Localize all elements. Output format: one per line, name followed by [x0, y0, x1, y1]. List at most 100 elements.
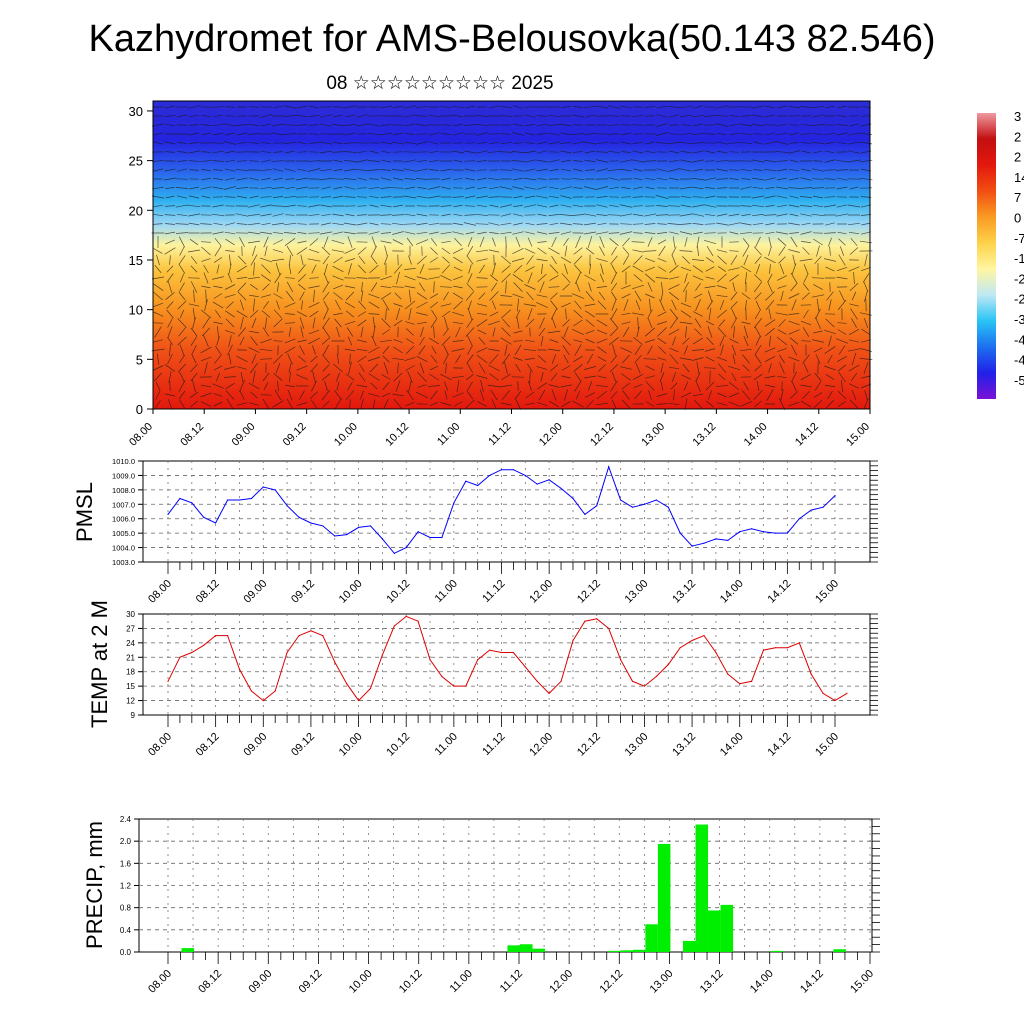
- y-tick-label: 5: [136, 352, 143, 367]
- data-point: [488, 474, 491, 477]
- colorbar-label: 3: [1014, 109, 1021, 124]
- data-point: [631, 506, 634, 508]
- data-point: [191, 651, 193, 654]
- data-point: [179, 497, 181, 500]
- data-point: [620, 499, 622, 501]
- x-tick-label: 15.00: [848, 968, 876, 996]
- data-point: [608, 466, 610, 468]
- data-point: [512, 469, 515, 471]
- data-point: [405, 546, 407, 549]
- plot-frame: [142, 613, 871, 716]
- data-point: [322, 635, 324, 637]
- y-tick-label: 30: [126, 610, 135, 619]
- colorbar-label: -3: [1014, 312, 1024, 327]
- colorbar-label: -2: [1014, 271, 1024, 286]
- colorbar-label: -4: [1014, 332, 1024, 347]
- y-tick-label: 0.0: [120, 948, 132, 957]
- data-point: [679, 647, 681, 649]
- data-point: [584, 513, 586, 515]
- plot-frame: [142, 460, 871, 563]
- x-tick-label: 10.00: [347, 968, 375, 996]
- data-point: [655, 675, 657, 678]
- y-tick-label: 2.0: [120, 837, 132, 846]
- colorbar-label: -5: [1014, 373, 1024, 388]
- y-tick-label: 10: [129, 303, 143, 318]
- data-point: [727, 673, 729, 675]
- data-point: [298, 516, 300, 518]
- data-point: [250, 690, 252, 692]
- data-point: [691, 639, 693, 642]
- y-tick-label: 0: [136, 402, 143, 417]
- x-tick-label: 14.12: [798, 968, 826, 996]
- data-point: [488, 649, 491, 651]
- data-point: [548, 479, 550, 481]
- colorbar-label: -1: [1014, 251, 1024, 266]
- colorbar: 3 2 2 14 7 0 -7 -1 -2 -2 -3 -4 -4 -5: [977, 109, 1024, 399]
- data-point: [548, 692, 550, 694]
- data-point: [238, 668, 241, 670]
- y-tick-label: 2.4: [120, 815, 132, 824]
- data-point: [429, 536, 431, 539]
- data-point: [584, 620, 586, 622]
- data-point: [751, 528, 753, 530]
- colorbar-label: 0: [1014, 211, 1021, 226]
- data-point: [810, 509, 812, 511]
- data-point: [596, 618, 598, 620]
- y-tick-label: 9: [131, 711, 136, 720]
- y-axis-title: PMSL: [72, 482, 97, 542]
- data-point: [346, 683, 348, 685]
- data-point: [739, 531, 741, 533]
- y-tick-label: 1003.0: [112, 558, 135, 567]
- data-point: [846, 692, 848, 694]
- data-point: [465, 685, 467, 687]
- colorbar-label: -7: [1014, 231, 1024, 246]
- data-point: [572, 639, 574, 642]
- data-point: [751, 680, 753, 682]
- data-point: [393, 552, 395, 554]
- precip-bar: [181, 948, 195, 952]
- data-point: [643, 685, 646, 687]
- data-point: [203, 644, 205, 646]
- colorbar-label: -4: [1014, 353, 1024, 368]
- data-point: [357, 699, 360, 702]
- y-tick-label: 18: [126, 668, 135, 677]
- x-tick-label: 14.00: [748, 968, 776, 996]
- data-point: [703, 635, 705, 637]
- data-point: [560, 487, 562, 490]
- precip-bar: [770, 950, 784, 952]
- y-axis-title: PRECIP, mm: [82, 821, 107, 949]
- data-point: [179, 656, 181, 658]
- data-point: [477, 484, 479, 487]
- x-tick-label: 13.12: [698, 968, 726, 996]
- data-point: [655, 499, 657, 501]
- y-tick-label: 0.4: [120, 926, 132, 935]
- data-point: [238, 499, 241, 501]
- data-point: [191, 502, 193, 504]
- data-point: [429, 659, 431, 661]
- data-point: [560, 680, 562, 682]
- x-tick-label: 09.00: [246, 968, 274, 996]
- x-tick-label: 11.00: [448, 968, 475, 995]
- wind-vectors: [151, 105, 873, 411]
- data-point: [667, 663, 669, 666]
- data-point: [369, 687, 372, 690]
- data-point: [691, 545, 693, 547]
- data-point: [310, 630, 312, 632]
- data-point: [215, 522, 217, 524]
- y-axis-title: TEMP at 2 M: [87, 600, 112, 728]
- data-point: [405, 615, 407, 618]
- data-point: [441, 536, 443, 539]
- data-point: [286, 651, 288, 654]
- x-tick-label: 09.12: [297, 968, 325, 996]
- x-tick-label: 08.12: [196, 968, 224, 996]
- data-point: [322, 525, 324, 527]
- data-point: [703, 542, 705, 544]
- y-tick-label: 24: [126, 639, 135, 648]
- data-point: [786, 532, 788, 534]
- data-point: [524, 474, 526, 477]
- wind-vector-path: [151, 105, 873, 411]
- y-tick-label: 1.2: [120, 882, 132, 891]
- data-point: [715, 538, 717, 540]
